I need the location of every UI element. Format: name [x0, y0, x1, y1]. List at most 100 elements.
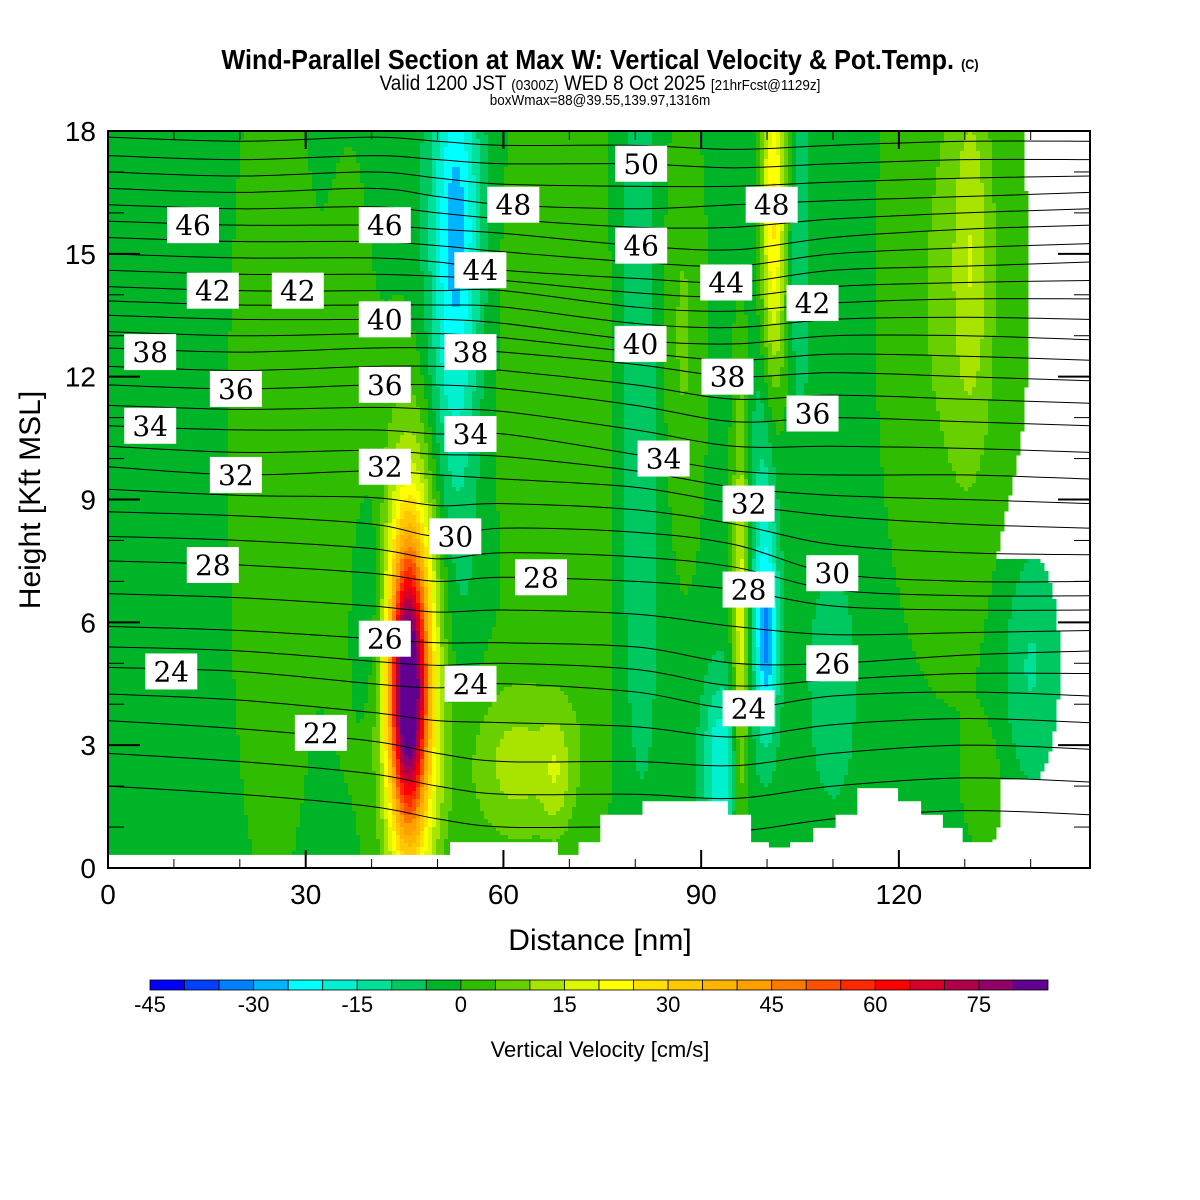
w-cell [780, 507, 889, 512]
w-cell [468, 171, 473, 176]
w-cell [624, 611, 657, 616]
w-cell [792, 259, 809, 264]
w-cell [736, 551, 745, 556]
w-cell [380, 611, 385, 616]
w-cell [776, 423, 785, 428]
w-cell [668, 179, 705, 184]
w-cell [888, 515, 1005, 520]
w-cell [752, 435, 769, 440]
w-cell [388, 511, 393, 516]
w-cell [668, 167, 705, 172]
w-cell [464, 235, 473, 240]
w-cell [960, 163, 981, 168]
w-cell [388, 431, 405, 436]
w-cell [676, 551, 697, 556]
w-cell [480, 227, 489, 232]
w-cell [784, 667, 813, 672]
w-cell [448, 283, 461, 288]
w-cell [432, 147, 441, 152]
w-cell [736, 443, 745, 448]
w-cell [744, 655, 749, 660]
w-cell [784, 295, 789, 300]
w-cell [932, 219, 957, 224]
w-cell [876, 259, 929, 264]
w-cell [1028, 655, 1037, 660]
w-cell [488, 151, 509, 156]
w-cell [968, 487, 1013, 492]
w-cell [440, 611, 445, 616]
w-cell [876, 359, 933, 364]
w-cell [628, 655, 657, 660]
w-cell [732, 415, 737, 420]
w-cell [780, 179, 785, 184]
w-cell [664, 275, 681, 280]
w-cell [876, 351, 929, 356]
w-cell [476, 483, 497, 488]
w-cell [656, 667, 709, 672]
w-cell [392, 567, 397, 572]
w-cell [228, 567, 353, 572]
w-cell [452, 167, 461, 172]
w-cell [420, 539, 425, 544]
w-cell [228, 491, 385, 496]
w-cell [704, 159, 757, 164]
w-cell [996, 243, 1029, 248]
w-cell [764, 155, 769, 160]
w-cell [776, 615, 781, 620]
w-cell [436, 471, 441, 476]
w-cell [796, 131, 809, 136]
w-cell [988, 427, 1025, 432]
w-cell [984, 311, 997, 316]
w-cell [708, 227, 757, 232]
w-cell [612, 667, 629, 672]
w-cell [468, 167, 473, 172]
w-cell [376, 583, 381, 588]
w-cell [484, 327, 501, 332]
w-cell [956, 207, 985, 212]
w-cell [448, 131, 465, 136]
w-cell [736, 299, 745, 304]
w-cell [416, 583, 421, 588]
w-cell [876, 283, 929, 288]
w-cell [400, 543, 405, 548]
w-cell [844, 583, 897, 588]
w-cell [756, 231, 761, 236]
w-cell [460, 487, 477, 492]
w-cell [488, 287, 501, 292]
w-cell [392, 579, 397, 584]
w-cell [784, 619, 813, 624]
w-cell [376, 579, 381, 584]
w-cell [108, 643, 233, 648]
w-cell [652, 275, 665, 280]
w-cell [360, 503, 373, 508]
w-cell [756, 135, 761, 140]
w-cell [748, 527, 753, 532]
w-cell [688, 327, 709, 332]
w-cell [108, 503, 229, 508]
w-cell [756, 607, 761, 612]
w-cell [228, 475, 385, 480]
w-cell [436, 655, 441, 660]
w-cell [916, 655, 981, 660]
w-cell [876, 271, 929, 276]
w-cell [464, 187, 469, 192]
w-cell [764, 655, 769, 660]
w-cell [624, 423, 657, 428]
w-cell [428, 595, 433, 600]
w-cell [688, 383, 709, 388]
w-cell [436, 603, 441, 608]
w-cell [780, 627, 785, 632]
w-cell [500, 251, 613, 256]
w-cell [972, 243, 985, 248]
w-cell [784, 283, 789, 288]
w-cell [984, 619, 1009, 624]
w-cell [984, 435, 1021, 440]
w-cell [420, 575, 425, 580]
w-cell [508, 139, 609, 144]
w-cell [376, 587, 381, 592]
w-cell [708, 251, 757, 256]
w-cell [664, 315, 677, 320]
w-cell [736, 631, 741, 636]
w-cell [352, 587, 377, 592]
w-cell [776, 223, 781, 228]
